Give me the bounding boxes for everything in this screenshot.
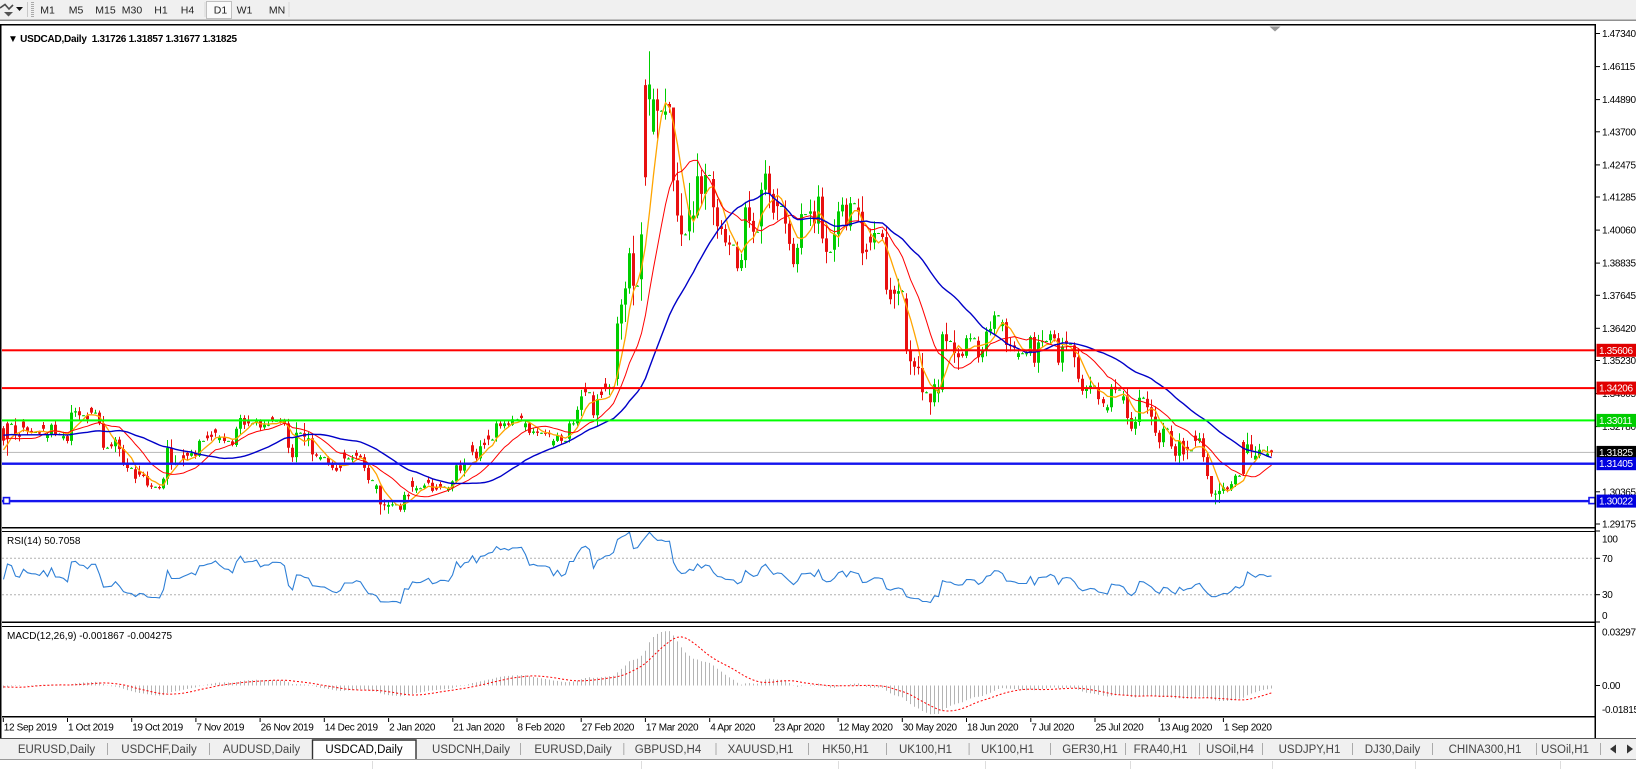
svg-text:▼ USDCAD,Daily 1.31726 1.3185: ▼ USDCAD,Daily 1.31726 1.31857 1.31677 1… [8, 34, 238, 45]
svg-text:1.40060: 1.40060 [1602, 226, 1636, 237]
svg-text:MACD(12,26,9) -0.001867 -0.004: MACD(12,26,9) -0.001867 -0.004275 [7, 631, 173, 642]
svg-text:1.44890: 1.44890 [1602, 95, 1636, 106]
svg-text:UK100,H1: UK100,H1 [981, 744, 1034, 756]
svg-text:27 Feb 2020: 27 Feb 2020 [582, 723, 635, 734]
svg-text:1.36420: 1.36420 [1602, 324, 1636, 335]
svg-text:4 Apr 2020: 4 Apr 2020 [710, 723, 756, 734]
svg-text:1.43700: 1.43700 [1602, 127, 1636, 138]
svg-text:RSI(14) 50.7058: RSI(14) 50.7058 [7, 536, 81, 547]
svg-text:12 Sep 2019: 12 Sep 2019 [4, 723, 58, 734]
svg-text:1.46115: 1.46115 [1602, 62, 1636, 73]
svg-text:18 Jun 2020: 18 Jun 2020 [967, 723, 1019, 734]
svg-text:M5: M5 [69, 5, 84, 17]
svg-text:USDCNH,Daily: USDCNH,Daily [432, 744, 510, 756]
svg-text:1 Sep 2020: 1 Sep 2020 [1224, 723, 1272, 734]
svg-text:1.31825: 1.31825 [1599, 448, 1633, 459]
svg-text:XAUUSD,H1: XAUUSD,H1 [728, 744, 794, 756]
svg-text:GER30,H1: GER30,H1 [1062, 744, 1118, 756]
svg-text:30 May 2020: 30 May 2020 [903, 723, 958, 734]
svg-text:1.30022: 1.30022 [1599, 497, 1633, 508]
svg-text:1.38835: 1.38835 [1602, 259, 1636, 270]
svg-text:DJ30,Daily: DJ30,Daily [1365, 744, 1421, 756]
svg-text:EURUSD,Daily: EURUSD,Daily [534, 744, 612, 756]
svg-text:1.30365: 1.30365 [1602, 487, 1636, 498]
svg-text:USOil,H1: USOil,H1 [1541, 744, 1589, 756]
svg-text:AUDUSD,Daily: AUDUSD,Daily [223, 744, 301, 756]
svg-text:H1: H1 [154, 5, 168, 17]
svg-text:-0.018154: -0.018154 [1602, 705, 1636, 716]
svg-text:HK50,H1: HK50,H1 [822, 744, 869, 756]
svg-text:0.032972: 0.032972 [1602, 628, 1636, 639]
svg-text:7 Nov 2019: 7 Nov 2019 [196, 723, 244, 734]
svg-text:GBPUSD,H4: GBPUSD,H4 [635, 744, 702, 756]
svg-text:1.34206: 1.34206 [1599, 384, 1633, 395]
svg-text:19 Oct 2019: 19 Oct 2019 [132, 723, 183, 734]
svg-text:23 Apr 2020: 23 Apr 2020 [774, 723, 825, 734]
svg-text:M30: M30 [122, 5, 143, 17]
svg-text:W1: W1 [237, 5, 253, 17]
svg-text:0: 0 [1602, 611, 1608, 622]
svg-text:1.33011: 1.33011 [1599, 416, 1633, 427]
svg-text:CHINA300,H1: CHINA300,H1 [1449, 744, 1522, 756]
svg-text:7 Jul 2020: 7 Jul 2020 [1031, 723, 1074, 734]
svg-text:M15: M15 [95, 5, 116, 17]
svg-text:0.00: 0.00 [1602, 681, 1621, 692]
svg-text:MN: MN [269, 5, 285, 17]
svg-text:8 Feb 2020: 8 Feb 2020 [518, 723, 566, 734]
svg-text:13 Aug 2020: 13 Aug 2020 [1160, 723, 1213, 734]
svg-text:26 Nov 2019: 26 Nov 2019 [261, 723, 315, 734]
svg-text:USDCAD,Daily: USDCAD,Daily [325, 744, 403, 756]
svg-text:USOil,H4: USOil,H4 [1206, 744, 1255, 756]
svg-text:1 Oct 2019: 1 Oct 2019 [68, 723, 114, 734]
svg-text:1.47340: 1.47340 [1602, 29, 1636, 40]
svg-text:17 Mar 2020: 17 Mar 2020 [646, 723, 699, 734]
svg-text:25 Jul 2020: 25 Jul 2020 [1096, 723, 1145, 734]
svg-text:2 Jan 2020: 2 Jan 2020 [389, 723, 436, 734]
svg-text:USDJPY,H1: USDJPY,H1 [1279, 744, 1341, 756]
svg-text:12 May 2020: 12 May 2020 [839, 723, 894, 734]
svg-text:M1: M1 [40, 5, 55, 17]
svg-text:30: 30 [1602, 590, 1613, 601]
svg-text:14 Dec 2019: 14 Dec 2019 [325, 723, 379, 734]
svg-text:1.29175: 1.29175 [1602, 520, 1636, 531]
svg-text:EURUSD,Daily: EURUSD,Daily [18, 744, 96, 756]
svg-text:USDCHF,Daily: USDCHF,Daily [121, 744, 197, 756]
svg-text:1.35606: 1.35606 [1599, 346, 1633, 357]
svg-text:70: 70 [1602, 554, 1613, 565]
svg-text:21 Jan 2020: 21 Jan 2020 [453, 723, 505, 734]
svg-text:1.37645: 1.37645 [1602, 291, 1636, 302]
svg-text:1.35230: 1.35230 [1602, 356, 1636, 367]
svg-text:H4: H4 [181, 5, 195, 17]
svg-text:D1: D1 [214, 5, 228, 17]
svg-text:1.31405: 1.31405 [1599, 459, 1633, 470]
svg-text:100: 100 [1602, 535, 1618, 546]
svg-text:1.32780: 1.32780 [1602, 422, 1636, 433]
svg-text:1.42475: 1.42475 [1602, 160, 1636, 171]
svg-text:FRA40,H1: FRA40,H1 [1134, 744, 1188, 756]
svg-text:1.41285: 1.41285 [1602, 193, 1636, 204]
svg-text:UK100,H1: UK100,H1 [899, 744, 952, 756]
